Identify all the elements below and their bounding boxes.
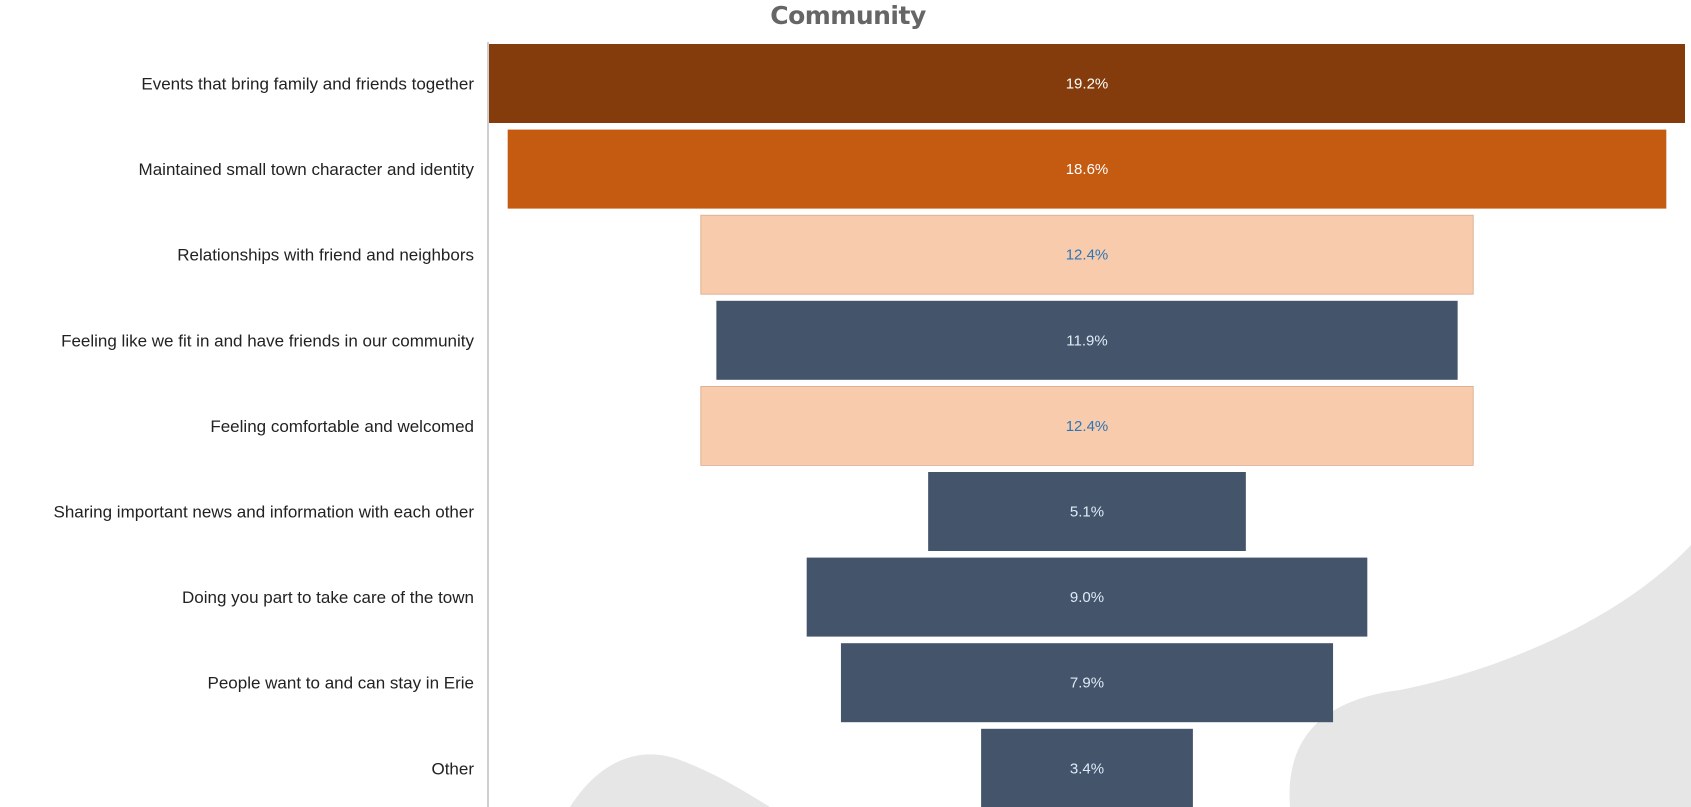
funnel-bar: [489, 44, 1685, 123]
category-label: Other: [431, 759, 474, 778]
chart-title: Community: [770, 1, 926, 30]
funnel-bar: [840, 643, 1334, 723]
funnel-bar: [806, 557, 1368, 637]
funnel-bar: [981, 728, 1193, 807]
bar-value-label: 9.0%: [1070, 589, 1104, 606]
funnel-bar: [700, 385, 1474, 466]
funnel-bar: [716, 300, 1458, 380]
category-label: Maintained small town character and iden…: [139, 160, 475, 179]
bar-value-label: 19.2%: [1066, 76, 1109, 93]
category-label: Relationships with friend and neighbors: [177, 246, 474, 265]
bar-value-label: 18.6%: [1066, 161, 1109, 178]
background-blob-left: [570, 754, 770, 807]
category-label: Feeling comfortable and welcomed: [210, 417, 474, 436]
bar-value-label: 11.9%: [1066, 332, 1107, 349]
bar-value-label: 5.1%: [1070, 504, 1104, 521]
funnel-bar: [700, 214, 1474, 295]
category-label: Feeling like we fit in and have friends …: [61, 331, 474, 350]
bars-layer: 19.2% Events that bring family and friend…: [53, 44, 1685, 807]
bar-value-label: 12.4%: [1066, 247, 1109, 264]
funnel-bar: [928, 472, 1246, 551]
category-label: Doing you part to take care of the town: [182, 588, 474, 607]
category-label: Sharing important news and information w…: [53, 503, 474, 522]
bar-value-label: 3.4%: [1070, 760, 1104, 777]
background-blob-right: [1289, 545, 1691, 807]
bar-value-label: 12.4%: [1066, 418, 1109, 435]
bar-value-label: 7.9%: [1070, 675, 1104, 692]
category-label: Events that bring family and friends tog…: [141, 75, 474, 94]
funnel-bar: [507, 129, 1667, 209]
category-label: People want to and can stay in Erie: [208, 674, 475, 693]
